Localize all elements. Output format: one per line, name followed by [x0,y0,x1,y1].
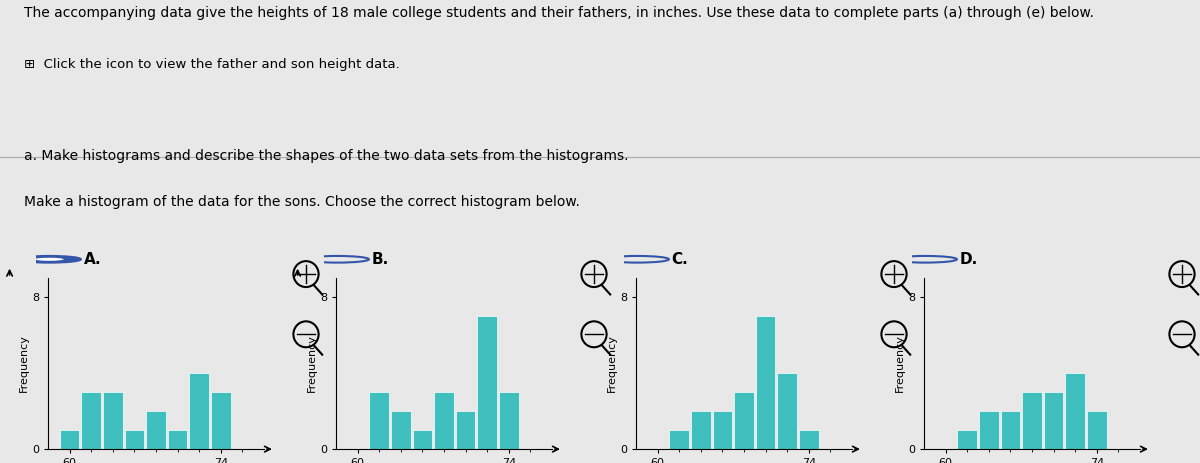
Bar [499,392,518,449]
Text: A.: A. [84,252,101,267]
Bar [1001,411,1020,449]
Bar [456,411,475,449]
Bar [168,430,187,449]
Text: Make a histogram of the data for the sons. Choose the correct histogram below.: Make a histogram of the data for the son… [24,195,580,209]
Bar [799,430,818,449]
Bar [103,392,122,449]
Y-axis label: Frequency: Frequency [895,334,905,392]
Bar [1066,373,1085,449]
Y-axis label: Frequency: Frequency [307,334,317,392]
Bar [713,411,732,449]
Bar [691,411,710,449]
Bar [211,392,230,449]
Bar [478,316,497,449]
Bar [146,411,166,449]
Circle shape [35,258,64,261]
Bar [1044,392,1063,449]
Bar [413,430,432,449]
Bar [958,430,977,449]
Circle shape [18,256,80,263]
Text: a. Make histograms and describe the shapes of the two data sets from the histogr: a. Make histograms and describe the shap… [24,149,629,163]
Bar [60,430,79,449]
Y-axis label: Frequency: Frequency [19,334,29,392]
Text: ⊞  Click the icon to view the father and son height data.: ⊞ Click the icon to view the father and … [24,58,400,71]
Bar [391,411,410,449]
Bar [979,411,998,449]
Bar [1087,411,1106,449]
Bar [434,392,454,449]
Bar [1022,392,1042,449]
Bar [756,316,775,449]
Bar [370,392,389,449]
Bar [734,392,754,449]
Bar [82,392,101,449]
Text: The accompanying data give the heights of 18 male college students and their fat: The accompanying data give the heights o… [24,6,1094,20]
Y-axis label: Frequency: Frequency [607,334,617,392]
Bar [125,430,144,449]
Text: D.: D. [960,252,978,267]
Text: C.: C. [672,252,689,267]
Text: B.: B. [372,252,389,267]
Bar [778,373,797,449]
Bar [190,373,209,449]
Bar [670,430,689,449]
